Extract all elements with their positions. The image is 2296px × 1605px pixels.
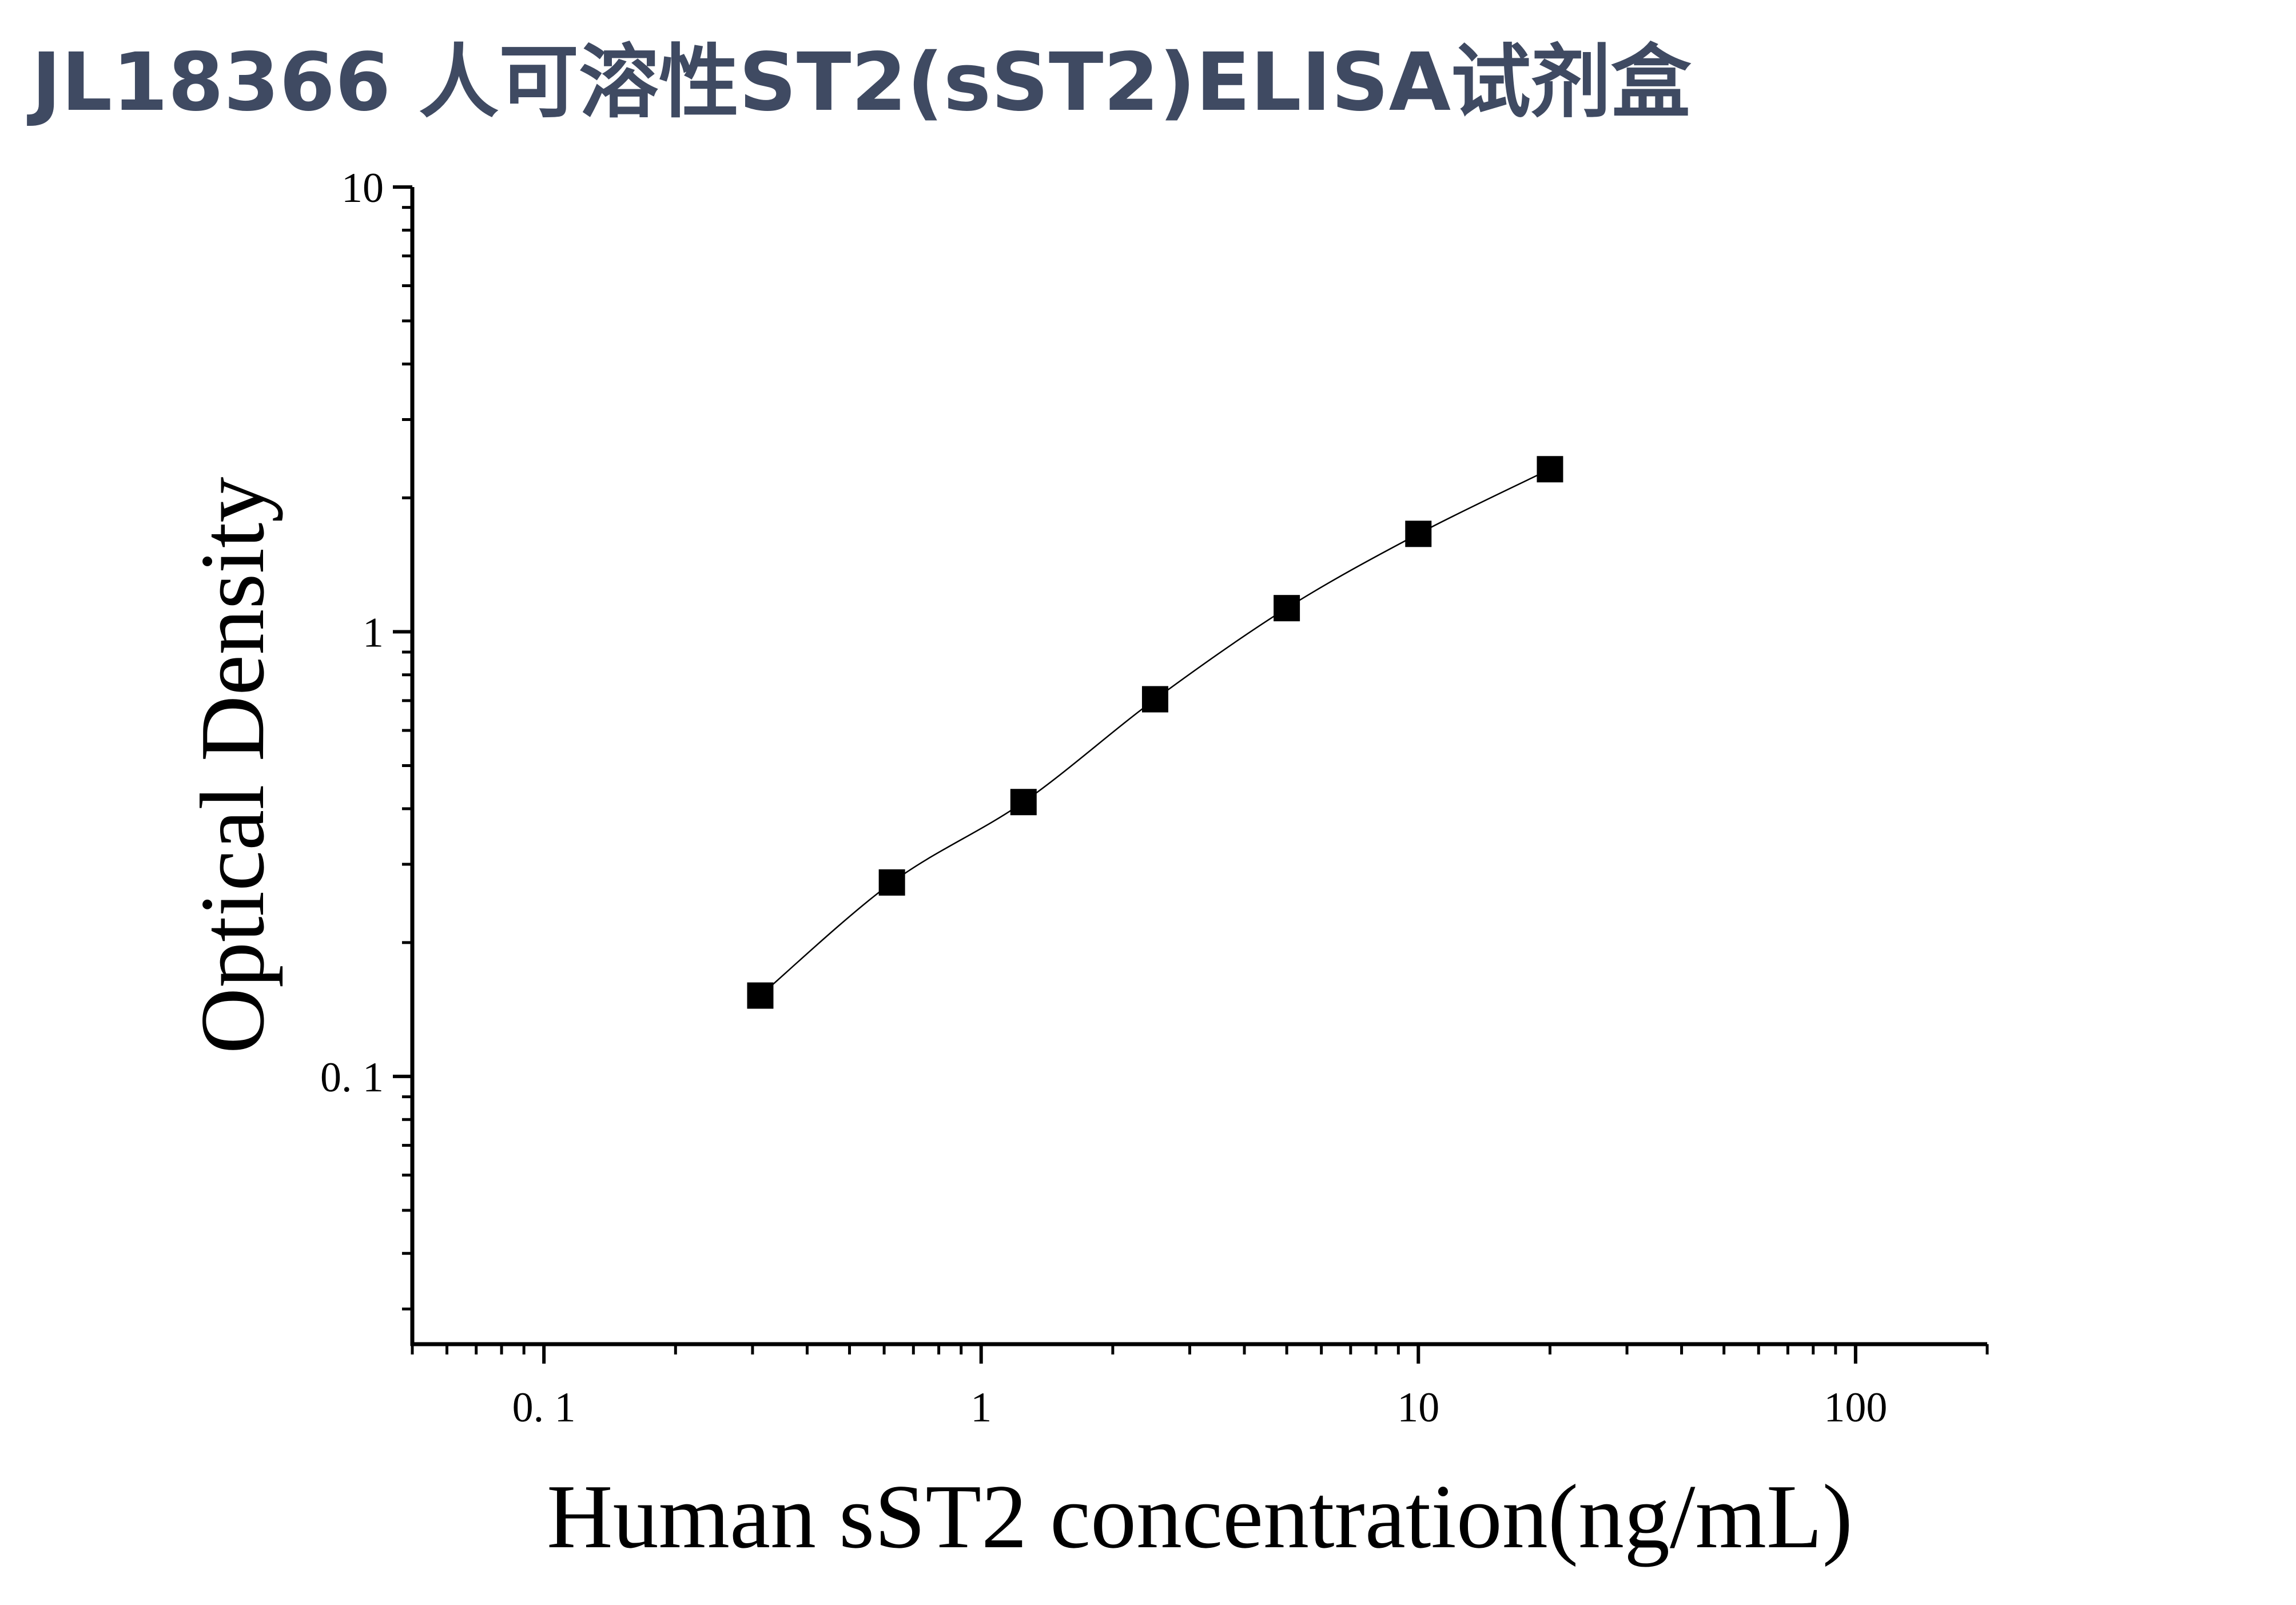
data-point	[747, 982, 774, 1009]
x-tick-label: 10	[1397, 1384, 1439, 1431]
y-tick-label: 10	[341, 165, 384, 212]
data-point	[1274, 595, 1300, 622]
x-tick-label: 1	[970, 1384, 992, 1431]
data-point	[1405, 521, 1432, 547]
x-axis-title: Human sST2 concentration(ng/mL)	[547, 1465, 1853, 1567]
y-tick-label: 1	[363, 609, 384, 656]
data-point	[1537, 456, 1563, 483]
y-tick-label: 0. 1	[320, 1054, 384, 1101]
x-tick-label: 100	[1824, 1384, 1887, 1431]
data-point	[1010, 789, 1037, 816]
fit-line	[759, 468, 1550, 996]
data-point	[878, 869, 905, 896]
y-axis-title: Optical Density	[181, 477, 283, 1054]
data-point	[1141, 686, 1168, 713]
chart-title: JL18366 人可溶性ST2(sST2)ELISA试剂盒	[27, 36, 1692, 129]
x-tick-label: 0. 1	[512, 1384, 576, 1431]
